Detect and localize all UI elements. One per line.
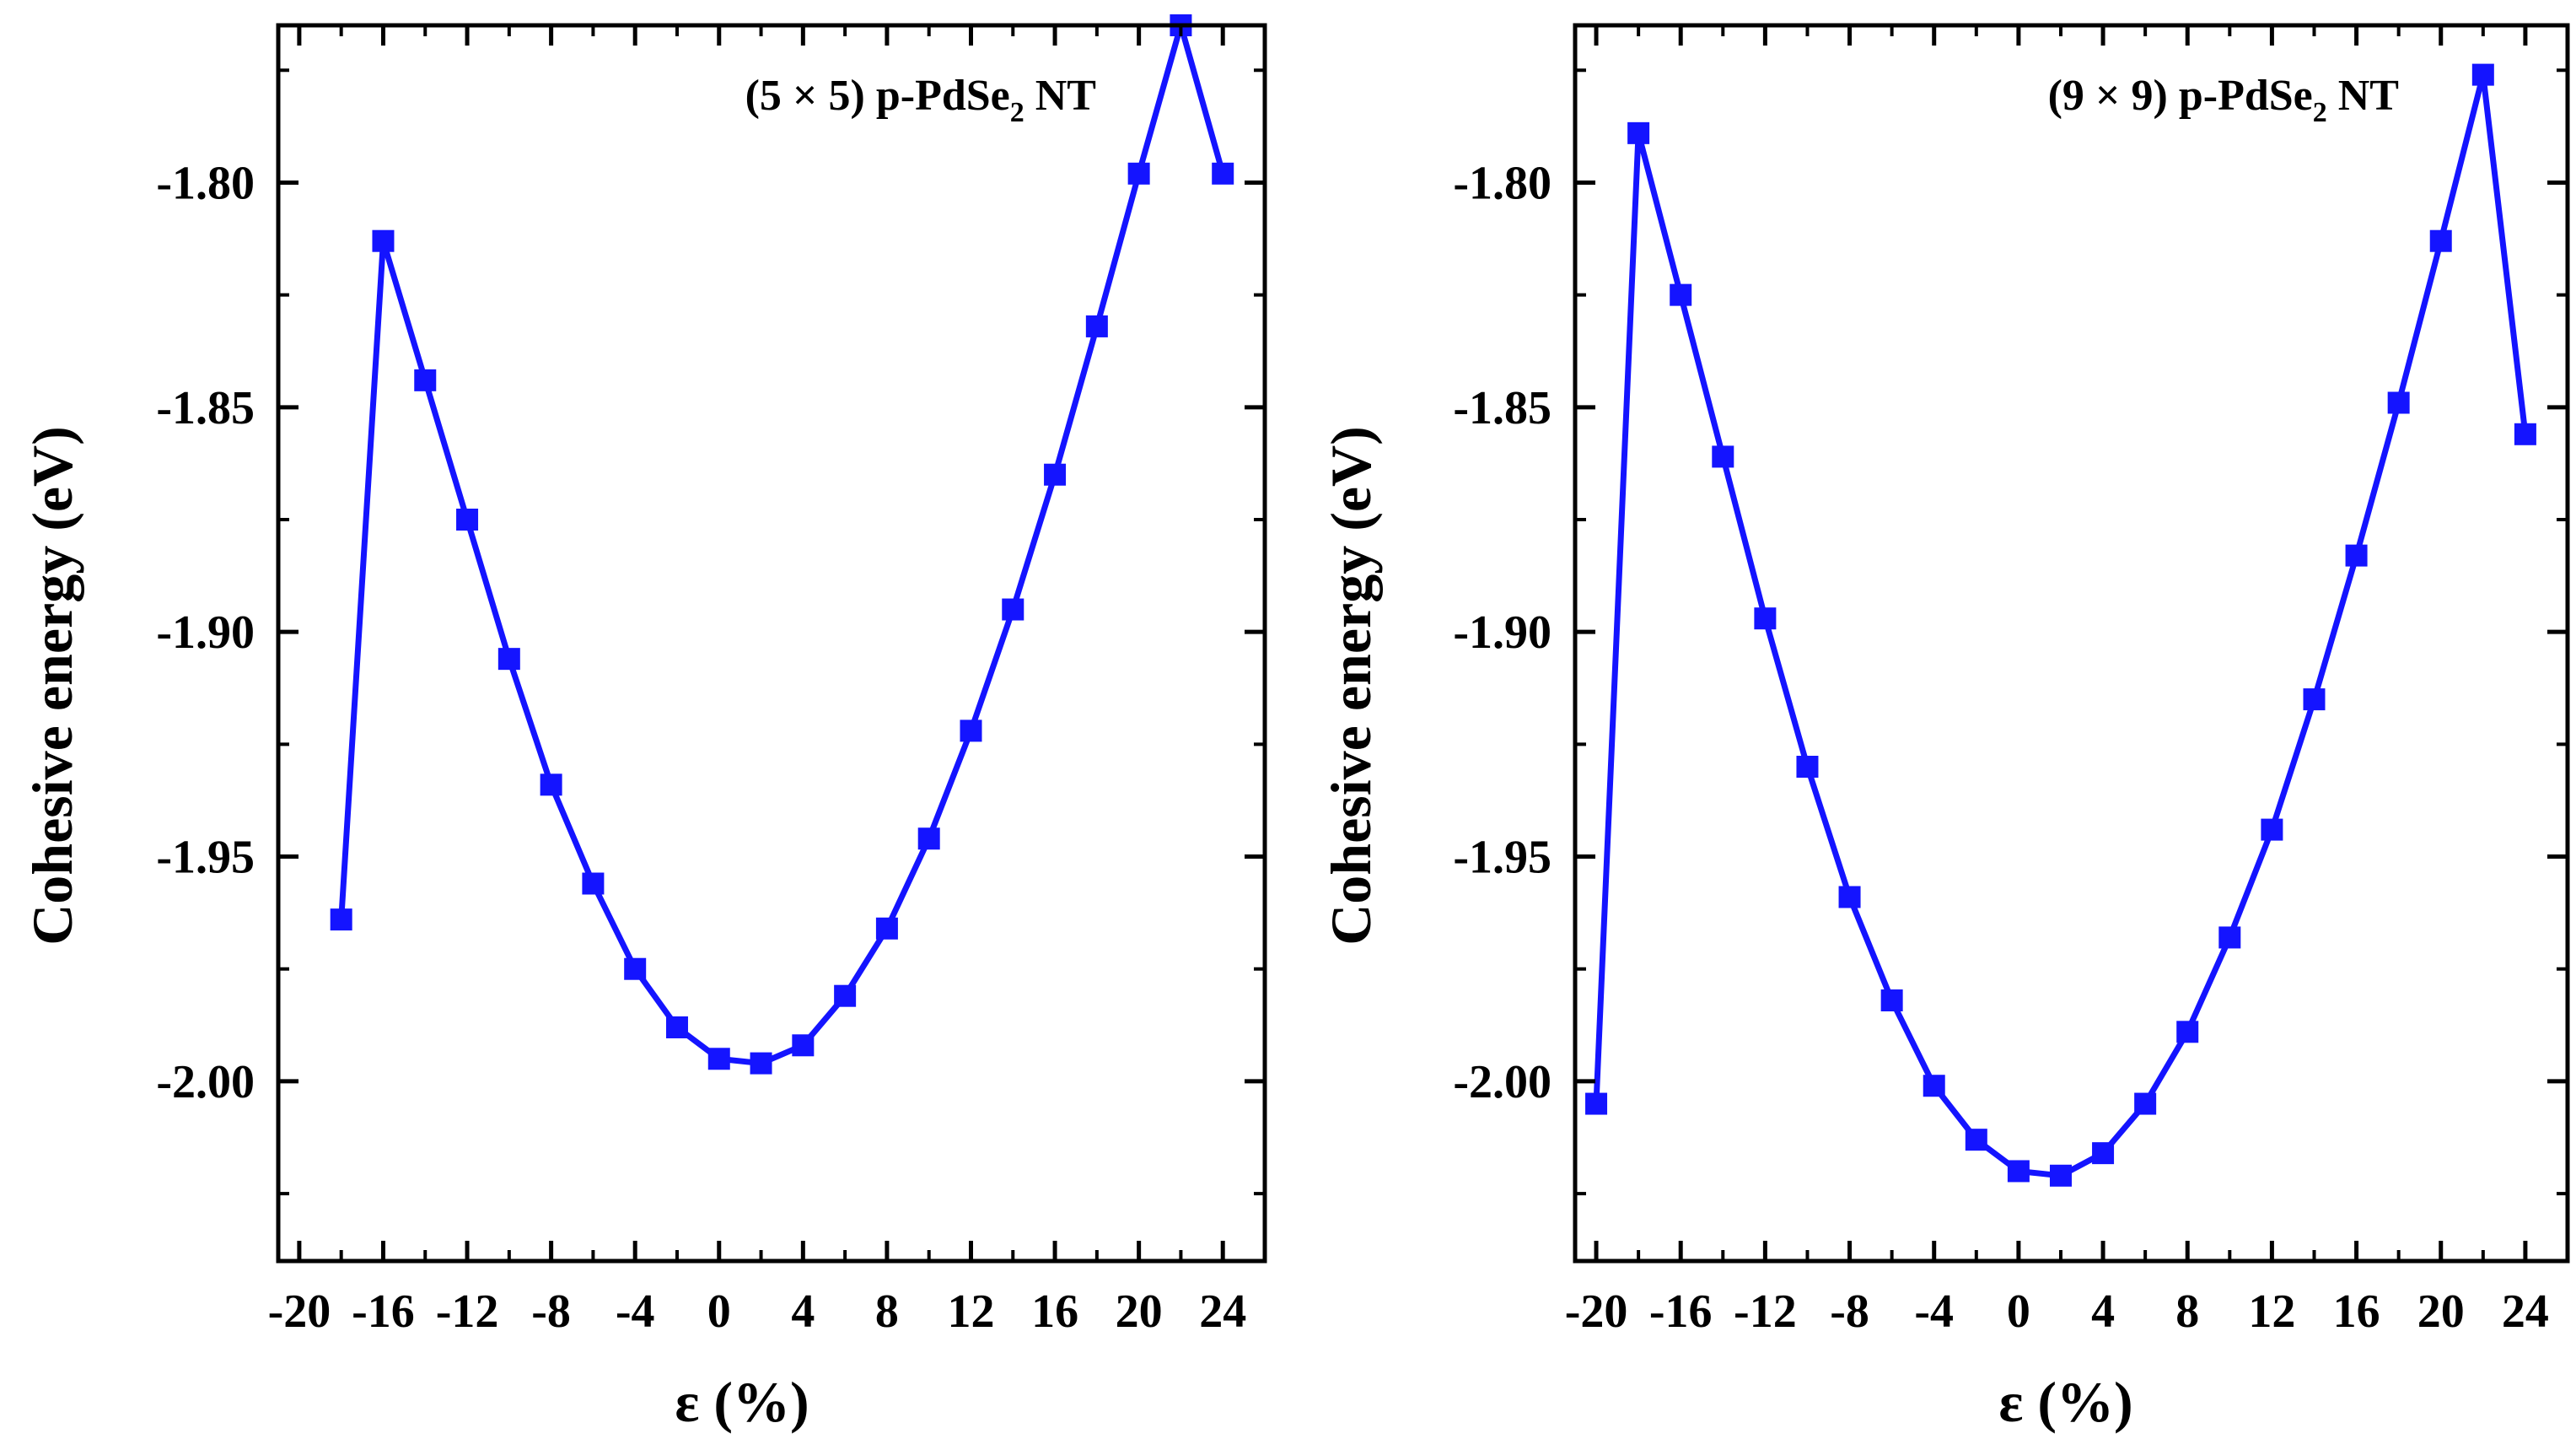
x-tick-label: 12 (2248, 1285, 2295, 1338)
data-point-square-marker-icon (1212, 162, 1234, 185)
x-tick-label: 8 (875, 1285, 899, 1338)
x-tick-label: 4 (2091, 1285, 2115, 1338)
axes (1573, 23, 2570, 1264)
data-point-square-marker-icon (1585, 1092, 1608, 1115)
x-tick-label: 24 (1199, 1285, 1246, 1338)
x-tick-label: -20 (268, 1285, 331, 1338)
x-tick-label: -12 (1734, 1285, 1797, 1338)
panel-annotation: (9 × 9) p-PdSe2 NT (2048, 72, 2399, 128)
x-tick-label: -8 (531, 1285, 571, 1338)
data-point-square-marker-icon (2049, 1164, 2072, 1187)
plot-area (330, 14, 1234, 1075)
x-axis-label: ε (%) (1998, 1370, 2132, 1434)
data-point-square-marker-icon (2514, 423, 2536, 445)
x-tick-label: -16 (1649, 1285, 1713, 1338)
chart-panel-left: -20 -16 -12 -8 -4 0 4 8 12 16 20 24 -2.00 -1.95 -1.90 -… (20, 14, 1267, 1434)
x-tick-label: 16 (1031, 1285, 1078, 1338)
data-point-square-marker-icon (540, 773, 562, 796)
y-axis-label: Cohesive energy (eV) (1319, 426, 1383, 946)
y-tick-label: -1.90 (156, 606, 255, 659)
data-point-square-marker-icon (792, 1034, 815, 1057)
x-tick-label: 8 (2175, 1285, 2199, 1338)
plot-area (1585, 63, 2536, 1187)
x-tick-label: 16 (2333, 1285, 2380, 1338)
y-tick-label: -2.00 (1453, 1056, 1552, 1108)
data-point-square-marker-icon (875, 917, 898, 940)
data-point-square-marker-icon (2471, 63, 2494, 86)
data-point-square-marker-icon (1923, 1075, 1945, 1097)
data-point-square-marker-icon (582, 872, 605, 895)
data-point-square-marker-icon (2429, 229, 2452, 252)
x-tick-label: -4 (1914, 1285, 1954, 1338)
data-point-square-marker-icon (1965, 1129, 1987, 1151)
data-point-square-marker-icon (1838, 886, 1861, 908)
y-tick-label: -1.80 (1453, 157, 1552, 209)
data-point-square-marker-icon (456, 509, 479, 531)
x-tick-label: -20 (1565, 1285, 1628, 1338)
data-point-square-marker-icon (2092, 1142, 2115, 1165)
data-point-square-marker-icon (497, 648, 520, 671)
data-point-square-marker-icon (2176, 1021, 2199, 1043)
data-point-square-marker-icon (1754, 607, 1777, 630)
data-point-square-marker-icon (1670, 283, 1692, 306)
x-tick-label: -4 (616, 1285, 655, 1338)
data-point-square-marker-icon (750, 1052, 772, 1075)
y-tick-label: -1.85 (1453, 382, 1552, 434)
data-point-square-marker-icon (1002, 598, 1024, 621)
y-tick-label: -1.95 (156, 832, 255, 884)
y-tick-label: -1.85 (156, 382, 255, 434)
x-tick-label: -12 (436, 1285, 499, 1338)
series-line (338, 22, 1226, 1067)
data-point-square-marker-icon (707, 1048, 730, 1070)
x-tick-label: 24 (2502, 1285, 2549, 1338)
series-line (1593, 72, 2529, 1179)
data-point-square-marker-icon (2134, 1092, 2157, 1115)
data-point-square-marker-icon (2261, 818, 2283, 841)
plot-frame (276, 23, 1267, 1264)
y-tick-label: -1.95 (1453, 832, 1552, 884)
data-point-square-marker-icon (1796, 756, 1819, 778)
y-axis-label: Cohesive energy (eV) (20, 426, 84, 946)
data-point-square-marker-icon (372, 229, 395, 252)
data-point-square-marker-icon (1127, 162, 1150, 185)
data-point-square-marker-icon (2303, 688, 2326, 711)
y-tick-label: -2.00 (156, 1056, 255, 1108)
data-point-square-marker-icon (1627, 121, 1650, 144)
x-tick-label: -8 (1830, 1285, 1869, 1338)
data-point-square-marker-icon (1880, 989, 1903, 1012)
data-point-square-marker-icon (2387, 391, 2410, 414)
data-point-square-marker-icon (624, 957, 647, 980)
y-tick-label: -1.90 (1453, 606, 1552, 659)
data-point-square-marker-icon (960, 720, 982, 742)
tick-labels: -20 -16 -12 -8 -4 0 4 8 12 16 20 24 -2.00 -1.95 -1.90 -… (156, 157, 1246, 1338)
data-point-square-marker-icon (1044, 463, 1067, 486)
x-tick-label: 20 (2417, 1285, 2465, 1338)
tick-labels: -20 -16 -12 -8 -4 0 4 8 12 16 20 24 -2.00 -1.95 -1.90 -… (1453, 157, 2549, 1338)
data-point-square-marker-icon (2218, 926, 2241, 949)
data-point-square-marker-icon (414, 369, 437, 391)
axes (276, 23, 1267, 1264)
x-tick-label: 12 (947, 1285, 994, 1338)
data-point-square-marker-icon (917, 827, 940, 850)
data-point-square-marker-icon (1712, 445, 1734, 468)
plot-frame (1573, 23, 2570, 1264)
x-tick-label: 4 (791, 1285, 815, 1338)
x-tick-label: 20 (1116, 1285, 1163, 1338)
x-tick-label: 0 (707, 1285, 731, 1338)
data-point-square-marker-icon (834, 984, 857, 1007)
chart-panel-right: -20 -16 -12 -8 -4 0 4 8 12 16 20 24 -2.00 -1.95 -1.90 -… (1319, 23, 2570, 1434)
data-point-square-marker-icon (1085, 315, 1108, 337)
x-tick-label: 0 (2007, 1285, 2030, 1338)
x-tick-label: -16 (352, 1285, 415, 1338)
data-point-square-marker-icon (2345, 544, 2368, 567)
data-point-square-marker-icon (665, 1016, 688, 1038)
y-tick-label: -1.80 (156, 157, 255, 209)
data-point-square-marker-icon (330, 908, 352, 931)
panel-annotation: (5 × 5) p-PdSe2 NT (745, 72, 1096, 128)
data-point-square-marker-icon (2007, 1160, 2030, 1183)
x-axis-label: ε (%) (675, 1370, 809, 1434)
